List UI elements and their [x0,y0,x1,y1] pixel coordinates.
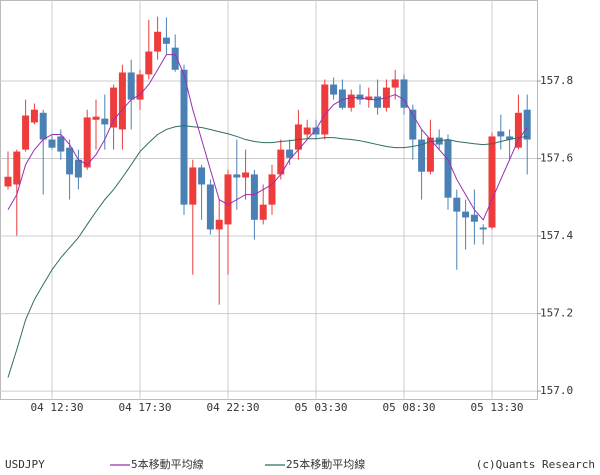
ma-line [7,54,528,221]
y-tick-label: 157.8 [540,74,573,87]
candle-body [127,72,135,100]
candle-body [180,69,188,205]
candle-body [22,115,30,150]
candle-body [418,139,426,172]
candle-body [206,184,214,230]
candle-body [224,174,232,225]
grid [0,0,537,400]
candle-body [242,172,250,178]
candle-body [444,139,452,198]
candle-body [365,96,373,100]
candle-body [391,79,399,88]
candle-body [330,84,338,95]
candle-body [453,197,461,212]
candle-body [347,94,355,108]
candle-body [145,51,153,75]
candle-body [259,204,267,220]
candle-body [48,139,56,148]
legend-label: 5本移動平均線 [131,457,204,471]
candle-body [374,96,382,108]
candle-body [294,124,302,150]
candle-body [66,147,74,175]
candle-body [514,112,522,148]
y-tick-label: 157.4 [540,229,573,242]
candle-body [250,174,258,220]
candle-body [30,109,38,123]
candle-body [39,112,47,140]
y-tick-label: 157.2 [540,307,573,320]
candle-body [303,127,311,135]
candle-body [470,214,478,222]
candle-body [268,174,276,205]
candle-body [462,211,470,218]
candle-body [83,117,91,168]
candle-body [321,84,329,135]
legend-label: 25本移動平均線 [286,457,365,471]
credit: (c)Quants Research [476,458,595,471]
candle-body [523,109,531,140]
x-tick-label: 05 08:30 [383,401,436,414]
candle-body [198,167,206,185]
candle-body [506,136,514,140]
candle-body [497,131,505,137]
x-tick-label: 05 13:30 [471,401,524,414]
candle-body [479,227,487,230]
candle-body [74,159,82,178]
candle-body [488,136,496,228]
candle-body [338,89,346,108]
x-tick-label: 04 17:30 [119,401,172,414]
candle-body [162,37,170,44]
candle-body [312,127,320,135]
marks [4,16,531,378]
candle-body [286,149,294,158]
candle-body [136,74,144,100]
y-tick-label: 157.0 [540,384,573,397]
candle-body [171,47,179,70]
candle-body [118,72,126,130]
candle-body [13,151,21,185]
candle-body [409,109,417,140]
candle-body [215,219,223,230]
candle-body [101,118,109,125]
candle-body [189,167,197,205]
y-tick-label: 157.6 [540,152,573,165]
x-tick-label: 04 22:30 [207,401,260,414]
candle-body [57,136,65,152]
candle-body [110,87,118,128]
candle-body [233,174,241,178]
candle-body [426,137,434,172]
candle-body [92,116,100,120]
symbol: USDJPY [5,458,45,471]
ma-line [7,125,528,378]
x-tick-label: 04 12:30 [31,401,84,414]
candle-body [154,31,162,52]
candle-body [277,149,285,175]
x-tick-label: 05 03:30 [295,401,348,414]
candle-body [4,176,12,187]
candle-body [356,94,364,100]
candle-body [400,79,408,108]
